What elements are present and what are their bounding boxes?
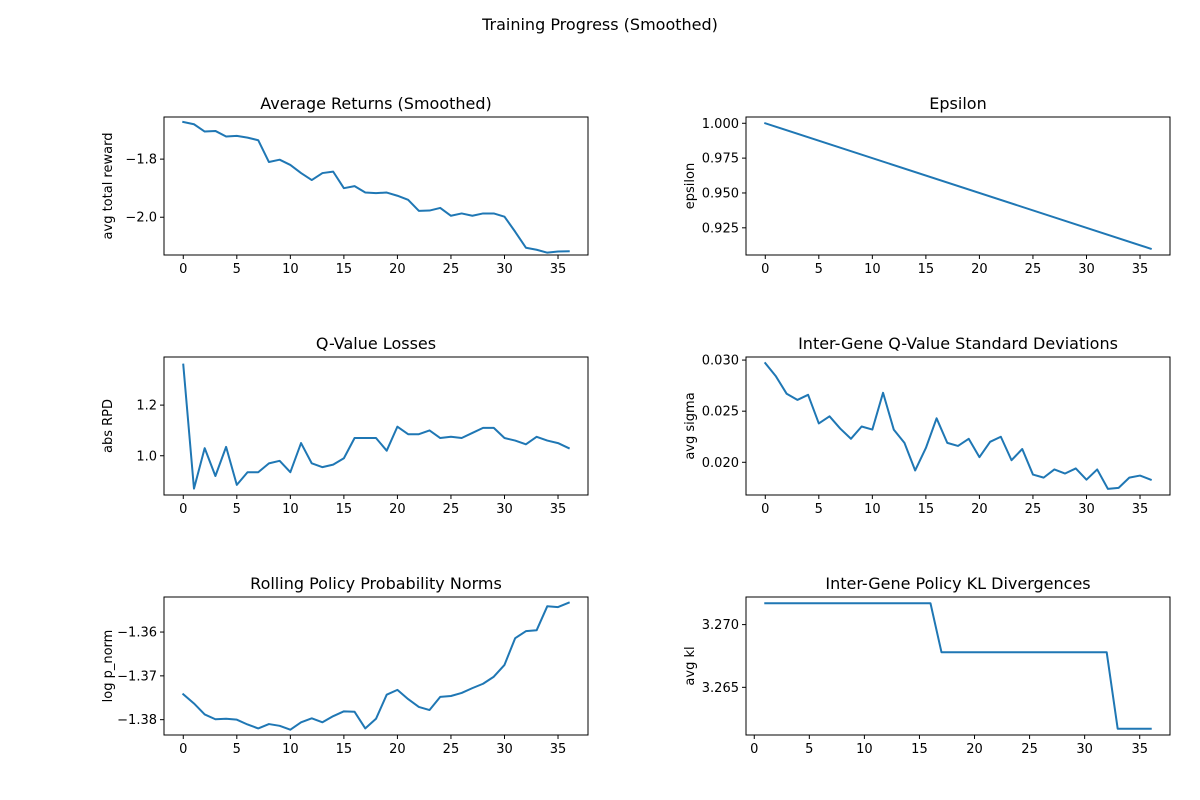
figure-suptitle: Training Progress (Smoothed) xyxy=(481,15,718,34)
x-tick-label: 35 xyxy=(1132,262,1149,277)
subplot-title: Rolling Policy Probability Norms xyxy=(250,574,502,593)
y-tick-label: 0.025 xyxy=(702,405,739,420)
x-tick-label: 20 xyxy=(971,262,988,277)
subplot-title: Inter-Gene Q-Value Standard Deviations xyxy=(798,334,1118,353)
x-tick-label: 20 xyxy=(971,502,988,517)
y-tick-label: 1.000 xyxy=(702,117,739,132)
x-tick-label: 30 xyxy=(496,742,513,757)
x-tick-label: 15 xyxy=(336,262,353,277)
y-tick-label: 3.270 xyxy=(702,618,739,633)
y-tick-label: 1.0 xyxy=(136,449,157,464)
data-line xyxy=(764,602,1152,730)
x-tick-label: 30 xyxy=(1078,262,1095,277)
subplot-title: Q-Value Losses xyxy=(316,334,436,353)
subplot-1: Average Returns (Smoothed) avg total rewa… xyxy=(101,94,589,277)
y-tick-label: 1.2 xyxy=(136,399,157,414)
x-tick-label: 10 xyxy=(864,502,881,517)
data-line xyxy=(181,601,571,731)
y-tick-label: 0.975 xyxy=(702,152,739,167)
x-tick-label: 0 xyxy=(179,262,187,277)
x-tick-label: 35 xyxy=(550,502,567,517)
x-tick-label: 30 xyxy=(1076,742,1093,757)
x-tick-label: 0 xyxy=(179,502,187,517)
x-tick-label: 25 xyxy=(443,502,460,517)
y-tick-label: −1.37 xyxy=(117,669,157,684)
subplot-title: Epsilon xyxy=(929,94,986,113)
x-tick-label: 10 xyxy=(282,742,299,757)
x-tick-label: 35 xyxy=(1132,502,1149,517)
x-tick-label: 0 xyxy=(761,502,769,517)
y-tick-label: 0.950 xyxy=(702,186,739,201)
y-axis-label: avg kl xyxy=(683,646,698,685)
x-tick-label: 5 xyxy=(233,742,241,757)
x-tick-label: 20 xyxy=(389,502,406,517)
y-tick-label: 0.020 xyxy=(702,456,739,471)
subplot-title: Inter-Gene Policy KL Divergences xyxy=(825,574,1090,593)
x-tick-label: 30 xyxy=(1078,502,1095,517)
axes-frame xyxy=(745,596,1171,736)
x-tick-label: 20 xyxy=(389,262,406,277)
subplot-6: Inter-Gene Policy KL Divergences avg kl 0 5… xyxy=(683,574,1171,757)
y-tick-label: 3.265 xyxy=(702,681,739,696)
y-tick-label: −1.8 xyxy=(125,153,157,168)
y-tick-label: 0.925 xyxy=(702,221,739,236)
subplot-4: Inter-Gene Q-Value Standard Deviations av… xyxy=(683,334,1171,517)
x-tick-label: 25 xyxy=(443,742,460,757)
x-tick-label: 5 xyxy=(233,262,241,277)
x-tick-label: 10 xyxy=(282,502,299,517)
x-tick-label: 35 xyxy=(550,742,567,757)
x-tick-label: 25 xyxy=(1025,502,1042,517)
x-tick-label: 20 xyxy=(966,742,983,757)
y-tick-label: −1.38 xyxy=(117,713,157,728)
y-axis-label: avg total reward xyxy=(101,133,116,240)
x-tick-label: 5 xyxy=(815,502,823,517)
x-tick-label: 35 xyxy=(1131,742,1148,757)
x-tick-label: 5 xyxy=(815,262,823,277)
x-tick-label: 5 xyxy=(805,742,813,757)
subplot-5: Rolling Policy Probability Norms log p_no… xyxy=(101,574,589,757)
x-tick-label: 20 xyxy=(389,742,406,757)
x-tick-label: 30 xyxy=(496,502,513,517)
x-tick-label: 10 xyxy=(856,742,873,757)
data-line xyxy=(182,363,571,490)
y-tick-label: −1.36 xyxy=(117,626,157,641)
x-tick-label: 15 xyxy=(918,262,935,277)
y-tick-label: 0.030 xyxy=(702,354,739,369)
x-tick-label: 15 xyxy=(911,742,928,757)
y-axis-label: log p_norm xyxy=(101,630,116,703)
x-tick-label: 10 xyxy=(282,262,299,277)
x-tick-label: 5 xyxy=(233,502,241,517)
subplot-2: Epsilon epsilon 0 5 10 15 20 25 30 35 0.925 0.950 0.… xyxy=(683,94,1171,277)
y-axis-label: avg sigma xyxy=(683,392,698,459)
subplot-title: Average Returns (Smoothed) xyxy=(260,94,492,113)
axes-frame xyxy=(163,596,589,736)
x-tick-label: 15 xyxy=(336,742,353,757)
y-axis-label: epsilon xyxy=(683,163,698,209)
x-tick-label: 10 xyxy=(864,262,881,277)
axes-frame xyxy=(163,356,589,496)
x-tick-label: 0 xyxy=(761,262,769,277)
axes-frame xyxy=(745,356,1171,496)
y-axis-label: abs RPD xyxy=(101,399,116,453)
axes-frame xyxy=(163,116,589,256)
data-line xyxy=(182,120,570,254)
subplot-3: Q-Value Losses abs RPD 0 5 10 15 20 25 30 35 1.0 1.… xyxy=(101,334,589,517)
x-tick-label: 0 xyxy=(750,742,758,757)
x-tick-label: 25 xyxy=(443,262,460,277)
x-tick-label: 25 xyxy=(1025,262,1042,277)
x-tick-label: 25 xyxy=(1021,742,1038,757)
data-line xyxy=(764,122,1152,250)
x-tick-label: 0 xyxy=(179,742,187,757)
y-tick-label: −2.0 xyxy=(125,211,157,226)
data-line xyxy=(763,361,1153,490)
x-tick-label: 15 xyxy=(918,502,935,517)
x-tick-label: 35 xyxy=(550,262,567,277)
axes-frame xyxy=(745,116,1171,256)
x-tick-label: 30 xyxy=(496,262,513,277)
x-tick-label: 15 xyxy=(336,502,353,517)
